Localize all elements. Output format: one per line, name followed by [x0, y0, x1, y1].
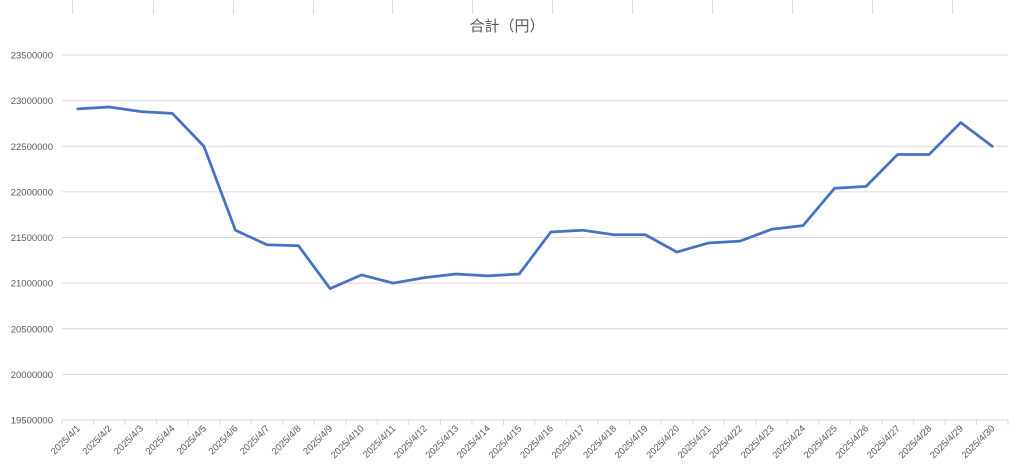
x-tick-label: 2025/4/28 [897, 423, 935, 461]
x-tick-label: 2025/4/18 [581, 423, 619, 461]
y-tick-label: 23000000 [11, 96, 53, 107]
y-tick-label: 23500000 [11, 51, 53, 62]
sheet-column-border [153, 0, 154, 14]
x-axis [61, 419, 1009, 425]
sheet-column-border [952, 0, 953, 14]
x-tick-label: 2025/4/13 [424, 423, 462, 461]
x-tick-label: 2025/4/21 [676, 423, 714, 461]
sheet-column-border [313, 0, 314, 14]
sheet-column-border [72, 0, 73, 14]
y-tick-label: 19500000 [11, 416, 53, 427]
x-tick-label: 2025/4/2 [80, 423, 114, 457]
x-tick-label: 2025/4/4 [144, 423, 178, 457]
x-tick-label: 2025/4/23 [739, 423, 777, 461]
x-tick-label: 2025/4/30 [960, 423, 998, 461]
sheet-column-border [233, 0, 234, 14]
x-tick-label: 2025/4/10 [329, 423, 367, 461]
x-tick-label: 2025/4/25 [802, 423, 840, 461]
sheet-column-border [472, 0, 473, 14]
y-tick-label: 20500000 [11, 324, 53, 335]
series-line[interactable] [76, 105, 994, 290]
x-tick-label: 2025/4/20 [644, 423, 682, 461]
x-tick-label: 2025/4/6 [207, 423, 241, 457]
x-tick-label: 2025/4/16 [518, 423, 556, 461]
y-tick-label: 22500000 [11, 142, 53, 153]
sheet-column-border [872, 0, 873, 14]
x-tick-label: 2025/4/14 [455, 423, 493, 461]
y-tick-label: 20000000 [11, 370, 53, 381]
sheet-column-border [632, 0, 633, 14]
x-tick-label: 2025/4/7 [238, 423, 272, 457]
y-axis-tick-labels: 19500000 20000000 20500000 21000000 21500000… [11, 51, 53, 427]
y-gridlines [62, 54, 1008, 375]
x-tick-label: 2025/4/12 [392, 423, 430, 461]
x-tick-label: 2025/4/1 [49, 423, 83, 457]
sheet-column-border [792, 0, 793, 14]
x-tick-label: 2025/4/19 [613, 423, 651, 461]
sheet-column-border [712, 0, 713, 14]
y-tick-label: 22000000 [11, 187, 53, 198]
x-tick-label: 2025/4/22 [707, 423, 745, 461]
x-tick-label: 2025/4/17 [550, 423, 588, 461]
y-tick-label: 21000000 [11, 279, 53, 290]
x-tick-label: 2025/4/24 [770, 423, 808, 461]
x-tick-label: 2025/4/8 [270, 423, 304, 457]
x-tick-label: 2025/4/29 [928, 423, 966, 461]
x-axis-tick-labels: 2025/4/12025/4/22025/4/32025/4/42025/4/5… [49, 423, 997, 461]
x-tick-label: 2025/4/3 [112, 423, 146, 457]
series-layer [76, 105, 994, 290]
x-tick-label: 2025/4/5 [175, 423, 209, 457]
y-tick-label: 21500000 [11, 233, 53, 244]
x-tick-label: 2025/4/26 [834, 423, 872, 461]
x-tick-label: 2025/4/27 [865, 423, 903, 461]
x-tick-label: 2025/4/15 [487, 423, 525, 461]
sheet-column-border [392, 0, 393, 14]
chart-title: 合計（円） [469, 17, 544, 35]
sheet-column-border [552, 0, 553, 14]
